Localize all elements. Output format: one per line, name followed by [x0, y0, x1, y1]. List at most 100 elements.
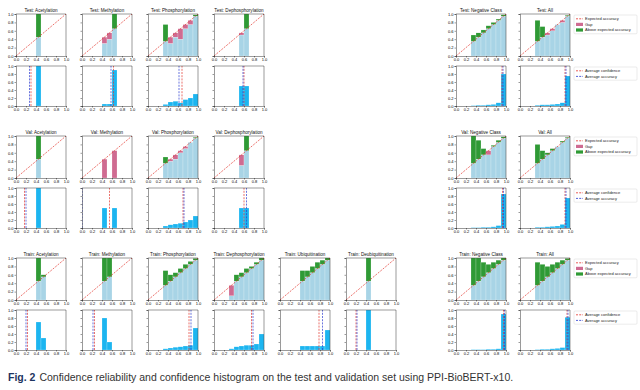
average-confidence-line: [502, 66, 503, 106]
histogram-bar: [127, 106, 132, 107]
accuracy-bar: [471, 41, 476, 56]
y-axis-line: [279, 259, 281, 301]
y-tick-label: 0.0: [448, 104, 454, 109]
y-tick-label: 0.4: [448, 332, 454, 337]
x-tick-label: 1.0: [196, 179, 202, 184]
histogram-y-axis: [279, 311, 281, 351]
plot-marks: [82, 136, 132, 178]
y-tick-mark: [455, 350, 457, 351]
histogram-plot: 0.00.20.40.60.81.0: [80, 310, 136, 356]
y-tick-label: 0.4: [8, 159, 14, 164]
x-tick-label: 0.0: [278, 351, 284, 356]
y-tick-mark: [15, 90, 17, 91]
y-tick-mark: [455, 342, 457, 343]
histogram-bar: [163, 349, 168, 350]
x-tick-label: 0.8: [186, 301, 192, 306]
x-tick: 1.0: [568, 56, 574, 62]
plot-marks: [214, 136, 264, 178]
frame-top: [520, 14, 570, 15]
y-tick-mark: [279, 300, 281, 301]
x-tick-label: 0.6: [110, 57, 116, 62]
histogram-bar: [122, 350, 127, 351]
accuracy-bar: [254, 264, 259, 300]
histogram-plot: 0.00.20.40.60.81.0: [80, 188, 136, 234]
above-expected-bar: [320, 260, 325, 264]
x-tick: 0.0: [454, 228, 460, 234]
x-tick: 0.6: [110, 56, 116, 62]
average-confidence-line: [244, 66, 245, 106]
panel: Train: Deubiquitination0.00.20.40.60.81.…: [344, 252, 400, 357]
histogram-bar: [461, 106, 466, 107]
frame-top: [346, 310, 396, 311]
accuracy-bar: [545, 35, 550, 56]
x-tick: 0.8: [186, 178, 192, 184]
y-tick: 0.4: [448, 88, 456, 93]
x-tick: 0.8: [318, 350, 324, 356]
accuracy-bar: [496, 20, 501, 56]
expected-accuracy-line: [214, 136, 264, 178]
x-tick-label: 0.8: [384, 351, 390, 356]
frame-right: [198, 188, 199, 228]
x-tick-label: 0.2: [528, 179, 534, 184]
y-tick: [519, 220, 521, 221]
y-tick: [81, 275, 83, 276]
histogram-y-axis: 0.00.20.40.60.81.0: [8, 308, 17, 353]
histogram-plot: 0.00.20.40.60.81.0: [146, 66, 202, 112]
y-tick-mark: [81, 212, 83, 213]
y-tick-mark: [213, 275, 215, 276]
average-confidence-line: [251, 310, 252, 350]
y-tick-mark: [147, 300, 149, 301]
histogram-bar: [46, 106, 51, 107]
x-tick: 1.0: [130, 178, 136, 184]
y-tick: [147, 326, 149, 327]
y-tick-mark: [519, 204, 521, 205]
x-tick-label: 1.0: [196, 301, 202, 306]
y-tick: [81, 144, 83, 145]
histogram-x-axis: 0.00.20.40.60.81.0: [518, 228, 574, 234]
x-tick-label: 0.8: [120, 57, 126, 62]
x-tick: 0.8: [54, 228, 60, 234]
y-tick: 0.6: [8, 151, 16, 156]
x-tick-label: 1.0: [568, 179, 574, 184]
y-tick-mark: [345, 326, 347, 327]
y-tick: [519, 212, 521, 213]
reliability-x-axis: 0.00.20.40.60.81.0: [80, 56, 136, 62]
x-tick: 0.8: [120, 350, 126, 356]
gap-bar: [168, 37, 173, 43]
y-tick-mark: [15, 318, 17, 319]
above-expected-bar: [540, 27, 545, 37]
x-tick-label: 1.0: [64, 351, 70, 356]
y-tick-label: 0.8: [8, 264, 14, 269]
y-tick: [147, 144, 149, 145]
y-tick: [213, 170, 215, 171]
x-tick: 0.6: [110, 350, 116, 356]
x-tick-label: 0.2: [464, 301, 470, 306]
y-tick: [147, 153, 149, 154]
histogram-y-axis: [147, 189, 149, 229]
above-expected-bar: [305, 271, 310, 277]
y-tick-mark: [147, 196, 149, 197]
reliability-y-axis: [147, 137, 149, 179]
x-tick-label: 0.6: [242, 351, 248, 356]
x-tick-label: 0.2: [156, 57, 162, 62]
x-tick-label: 0.6: [176, 229, 182, 234]
x-tick: 0.2: [222, 350, 228, 356]
x-tick-label: 0.8: [558, 179, 564, 184]
accuracy-bar: [486, 29, 491, 56]
figure-canvas: Test: Acetylation0.00.20.40.60.81.00.00.…: [0, 0, 640, 390]
x-tick-label: 1.0: [262, 107, 268, 112]
y-tick: [81, 98, 83, 99]
x-tick-label: 0.6: [548, 107, 554, 112]
x-tick-label: 0.8: [186, 179, 192, 184]
x-tick: 0.4: [166, 350, 172, 356]
plot-marks: [471, 310, 506, 350]
y-tick-mark: [81, 161, 83, 162]
plot-marks: [163, 66, 198, 106]
accuracy-bar: [486, 273, 491, 300]
x-tick-label: 0.4: [166, 229, 172, 234]
y-tick: [213, 204, 215, 205]
y-tick: 0.6: [448, 273, 456, 278]
accuracy-bar: [249, 269, 254, 301]
histogram-bar: [16, 228, 21, 229]
y-tick: [81, 39, 83, 40]
